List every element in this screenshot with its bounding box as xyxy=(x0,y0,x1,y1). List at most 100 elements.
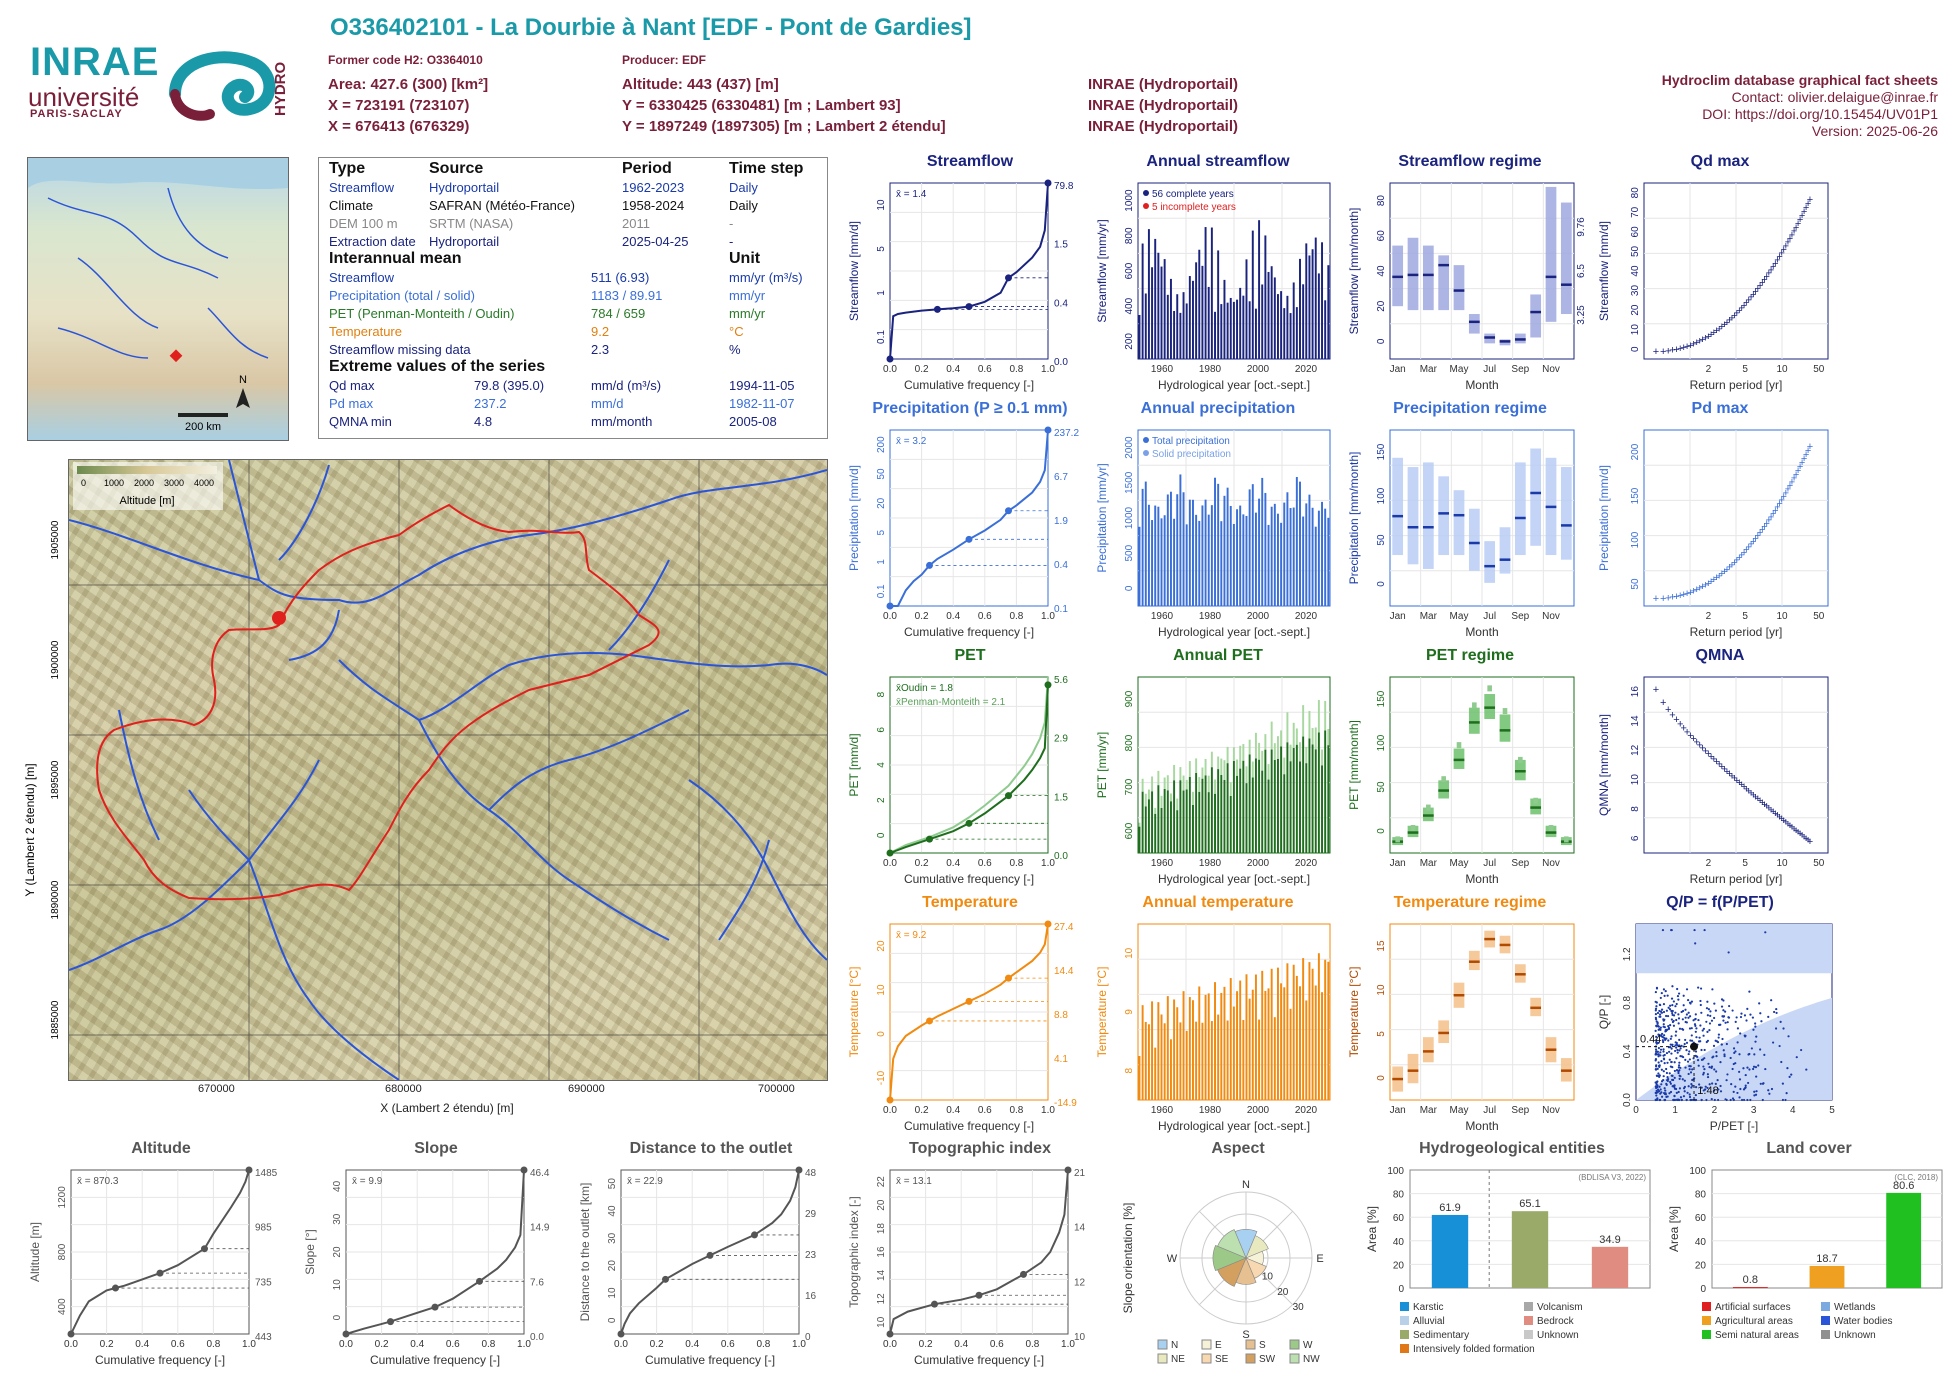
y-tick: 5 xyxy=(876,246,887,252)
mean-label: x̄ = 9.9 xyxy=(352,1176,383,1187)
right-tick: 237.2 xyxy=(1054,428,1079,439)
bar xyxy=(1261,750,1264,771)
data-point xyxy=(1785,1092,1788,1095)
data-point xyxy=(1670,1060,1673,1064)
data-point xyxy=(1710,1098,1713,1101)
chart-svg[interactable]: Jan Mar May Jul Sep Nov 0 50 100 150 Month PET [mm/… xyxy=(1346,667,1594,895)
chart-title: Annual streamflow xyxy=(1146,153,1290,170)
header-interannual-mean: Interannual mean xyxy=(329,250,462,267)
data-point xyxy=(1754,1022,1757,1025)
bar xyxy=(1302,736,1305,853)
bar xyxy=(1270,266,1273,359)
data-point: + xyxy=(1750,536,1756,548)
data-point xyxy=(1697,1018,1700,1022)
data-point xyxy=(1658,1013,1662,1016)
y-tick: 0.8 xyxy=(1622,996,1633,1010)
data-point xyxy=(1770,999,1773,1002)
chart-svg[interactable]: Total precipitation Solid precipitation 0 5… xyxy=(1094,420,1342,648)
chart-title: Distance to the outlet xyxy=(629,1140,793,1157)
x-tick: May xyxy=(1450,1105,1469,1116)
data-point: + xyxy=(1766,515,1772,527)
x-axis-label: Cumulative frequency [-] xyxy=(904,872,1034,886)
x-tick: Mar xyxy=(1420,611,1438,622)
data-point: + xyxy=(1653,684,1659,696)
bar xyxy=(1147,229,1150,359)
chart-svg[interactable]: x̄ = 22.9 48 29 23 16 0 0 10 20 30 40 50 0.0 0.2 0.4 0.… xyxy=(577,1160,845,1376)
chart-svg[interactable]: x̄ = 13.1 21 14 12 10 10 12 14 16 18 20 22 0.0 0.2 0.4… xyxy=(846,1160,1114,1376)
map-ylabel-text: Y (Lambert 2 étendu) [m] xyxy=(23,763,37,896)
chart-svg[interactable]: x̄ = 3.2 237.2 6.7 1.9 0.4 0.1 0.1 1 5 20 50 200 0.0… xyxy=(846,420,1094,648)
chart-svg[interactable]: ++++++++++++++++++++++++++++++++++++++++… xyxy=(1596,420,1844,648)
y-tick: 0 xyxy=(1630,346,1641,352)
data-point xyxy=(1678,1098,1681,1102)
catchment-map[interactable]: Altitude [m] 0 1000 2000 3000 4000 xyxy=(68,459,828,1081)
chart-svg[interactable]: x̄ = 9.2 27.4 14.4 8.8 4.1 -14.9 -10 0 10 20 0.0 0.… xyxy=(846,914,1094,1142)
chart-svg[interactable]: (BDLISA V3, 2022) 61.9 65.1 34.9 0 20 40 60 80 10… xyxy=(1362,1160,1662,1376)
y-tick: 20 xyxy=(876,497,887,509)
bar xyxy=(1324,700,1327,731)
chart-svg[interactable]: 56 complete years 5 incomplete years 200 40… xyxy=(1094,173,1342,401)
data-point xyxy=(1669,1080,1672,1084)
data-point xyxy=(1676,987,1679,991)
chart-svg[interactable]: Jan Mar May Jul Sep Nov 0 20 40 60 80 3.25 6.5 9.76 Mo… xyxy=(1346,173,1594,401)
producer: Producer: EDF xyxy=(622,53,707,67)
doi-link[interactable]: DOI: https://doi.org/10.15454/UV01P1 xyxy=(1702,106,1938,122)
data-point xyxy=(1720,1043,1723,1046)
compass-label: W xyxy=(1167,1253,1178,1265)
y-tick: 200 xyxy=(1630,443,1641,460)
data-point xyxy=(1675,1030,1678,1033)
bar xyxy=(1258,759,1261,853)
data-point xyxy=(1663,1062,1666,1065)
chart-title: Aspect xyxy=(1211,1140,1265,1157)
y-tick: 60 xyxy=(1695,1213,1707,1224)
bar xyxy=(1239,287,1242,359)
y-tick: 700 xyxy=(1124,778,1135,795)
chart-svg[interactable]: Jan Mar May Jul Sep Nov 0 5 10 15 Month Temperature… xyxy=(1346,914,1594,1142)
chart-svg[interactable]: x̄ = 9.9 46.4 14.9 7.6 0.0 0 10 20 30 40 0.0 0.2 0.4… xyxy=(302,1160,570,1376)
chart-svg[interactable]: 0.44 1.48 0 1 2 3 4 5 0.0 0.4 0.8 1.2 P/PET [-] Q/P [… xyxy=(1596,914,1844,1142)
bar xyxy=(1232,301,1235,359)
chart-svg[interactable]: Jan Mar May Jul Sep Nov 0 50 100 150 Month Precipit… xyxy=(1346,420,1594,648)
legend-tick: 3000 xyxy=(164,478,184,488)
data-point xyxy=(1684,1038,1687,1042)
chart-svg[interactable]: 8 9 10 1960 1980 2000 2020 Hydrological year [o… xyxy=(1094,914,1342,1142)
y-tick: 0 xyxy=(1376,338,1387,344)
bar xyxy=(1223,986,1226,1100)
data-point: + xyxy=(1791,226,1797,238)
bar xyxy=(1302,516,1305,606)
chart-svg[interactable]: ++++++++++++++++++++++++++++++++++++++++… xyxy=(1596,173,1844,401)
chart-svg[interactable]: x̄ = 870.3 1485 985 735 443 400 800 1200 0.0 0.2 0… xyxy=(27,1160,295,1376)
data-point: + xyxy=(1768,804,1774,816)
data-point xyxy=(1790,1073,1793,1076)
data-point xyxy=(1781,1082,1784,1085)
x-tick: Jul xyxy=(1483,858,1496,869)
bar xyxy=(1229,978,1232,1100)
bar xyxy=(1321,765,1324,853)
data-point: + xyxy=(1791,823,1797,835)
chart-svg[interactable]: x̄Oudin = 1.8 x̄Penman-Monteith = 2.1 5.6 2… xyxy=(846,667,1094,895)
bar xyxy=(1314,749,1317,853)
bar xyxy=(1188,499,1191,606)
bar xyxy=(1314,237,1317,359)
bar xyxy=(1267,988,1270,1100)
legend-item: N xyxy=(1171,1340,1178,1351)
chart-svg[interactable]: x̄ = 1.4 79.8 1.5 0.4 0.0 0.1 1 5 10 0.0 0.2 0.4 0.6… xyxy=(846,173,1094,401)
data-point: + xyxy=(1789,476,1795,488)
quantile-point xyxy=(795,1166,803,1174)
chart-svg[interactable]: (CLC, 2018) 0.8 18.7 80.6 0 20 40 60 80 100 Area [… xyxy=(1664,1160,1954,1376)
right-tick: 0.0 xyxy=(1054,357,1068,368)
data-point xyxy=(1690,1027,1693,1030)
data-point xyxy=(1657,1064,1661,1068)
data-point xyxy=(1666,994,1669,997)
chart-svg[interactable]: 600 700 800 900 1960 1980 2000 2020 Hydrological… xyxy=(1094,667,1342,895)
data-point xyxy=(1724,1010,1727,1013)
outlet-marker[interactable] xyxy=(272,611,286,625)
legend-item: W xyxy=(1303,1340,1313,1351)
data-point xyxy=(1656,1011,1660,1015)
data-point: + xyxy=(1801,206,1807,218)
bar xyxy=(1258,742,1261,760)
chart-svg[interactable]: ++++++++++++++++++++++++++++++++++++++++… xyxy=(1596,667,1844,895)
contact[interactable]: Contact: olivier.delaigue@inrae.fr xyxy=(1731,89,1938,105)
data-point xyxy=(1784,1098,1787,1102)
